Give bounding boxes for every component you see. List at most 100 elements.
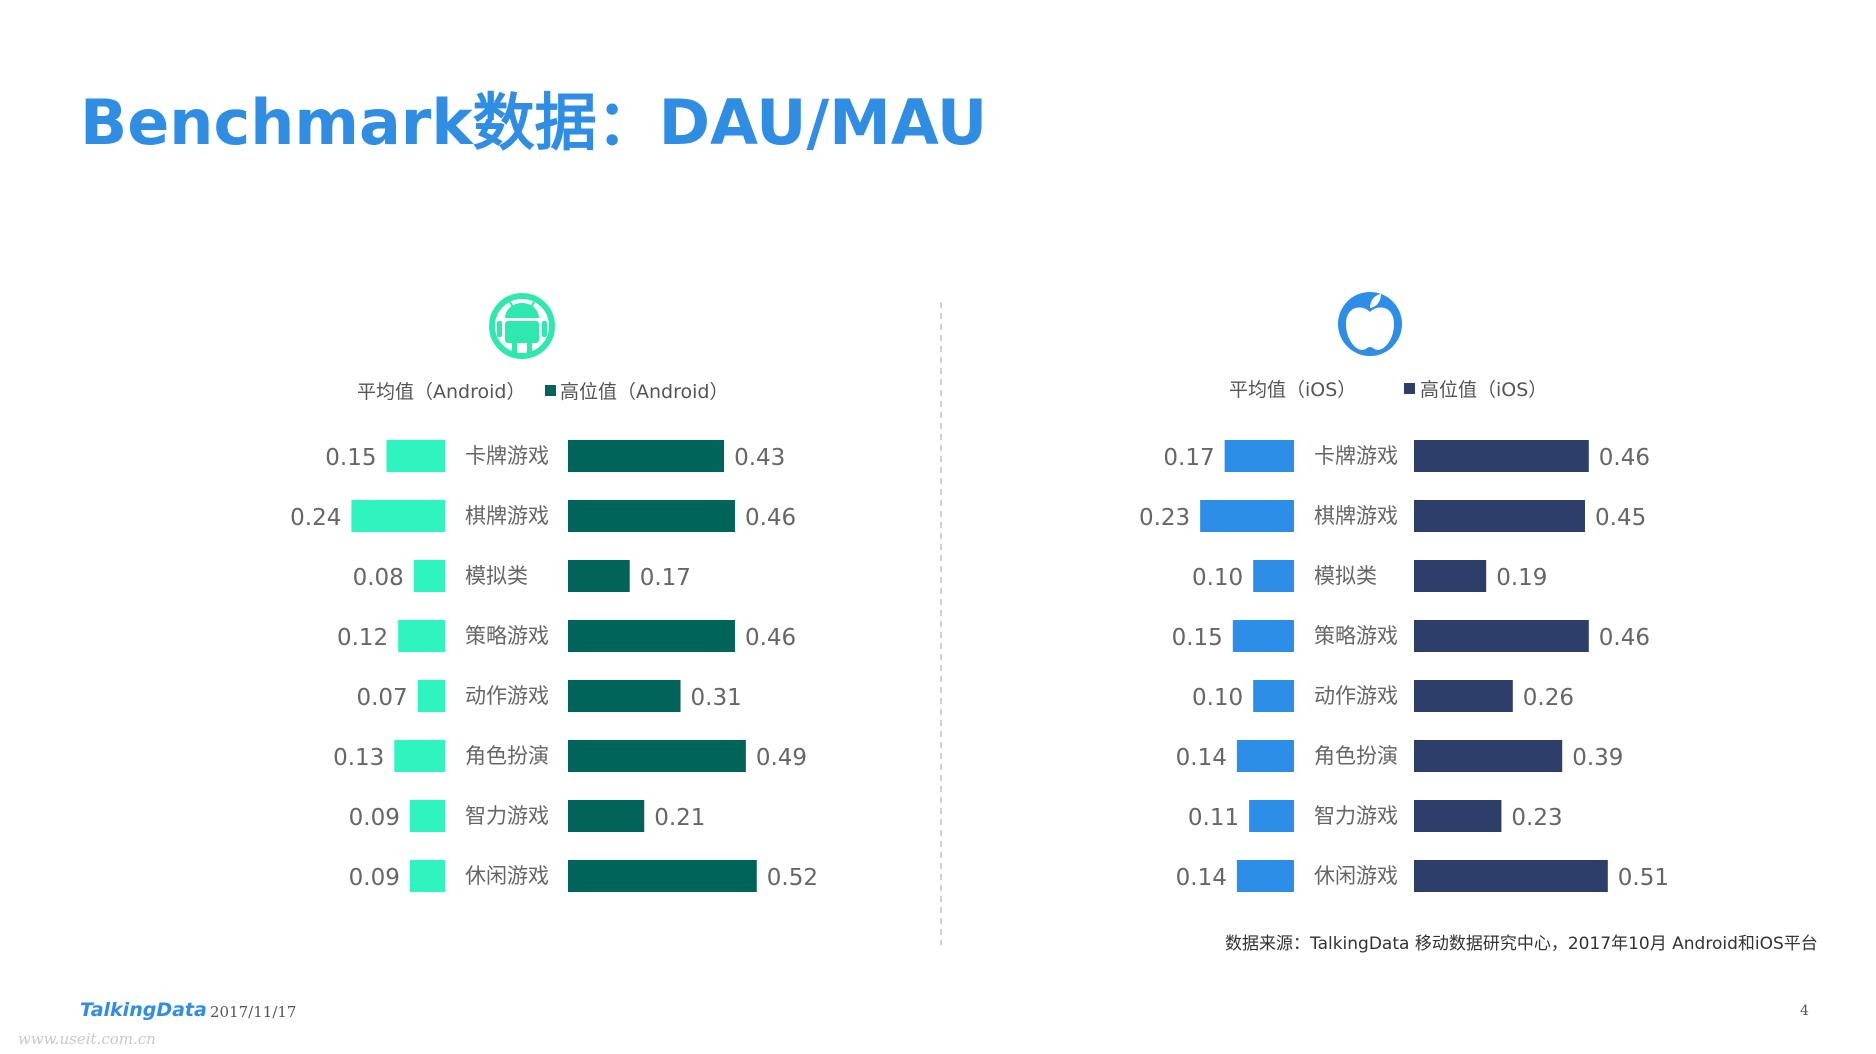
android-icon-ring [489,293,555,359]
avg-value-label: 0.15 [325,445,376,471]
category-label: 角色扮演 [1314,744,1398,768]
avg-value-label: 0.12 [337,625,388,651]
high-value-label: 0.17 [640,565,691,591]
android-high-bar [568,740,746,772]
avg-value-label: 0.14 [1176,865,1227,891]
android-avg-bar [413,560,445,592]
high-value-label: 0.45 [1595,505,1646,531]
high-value-label: 0.52 [767,865,818,891]
category-label: 动作游戏 [1314,684,1398,708]
footer-logo: TalkingData [80,999,207,1021]
category-label: 角色扮演 [465,744,549,768]
legend-swatch-high [1404,383,1415,394]
category-label: 智力游戏 [465,804,549,828]
avg-value-label: 0.13 [333,745,384,771]
android-avg-bar [417,680,445,712]
watermark: www.useit.com.cn [18,1030,156,1048]
category-label: 智力游戏 [1314,804,1398,828]
high-value-label: 0.23 [1511,805,1562,831]
high-value-label: 0.46 [745,625,796,651]
ios-avg-bar [1200,500,1294,532]
android-icon-arm-left [497,321,502,337]
avg-value-label: 0.17 [1163,445,1214,471]
android-icon-antenna-right [529,301,535,310]
high-value-label: 0.49 [756,745,807,771]
android-avg-bar [394,740,445,772]
avg-value-label: 0.10 [1192,685,1243,711]
ios-high-bar [1414,500,1585,532]
apple-icon-body [1346,307,1394,350]
ios-high-bar [1414,620,1589,652]
legend-label-avg: 平均值（Android） [357,381,525,403]
ios-avg-bar [1224,440,1294,472]
ios-avg-bar [1236,740,1294,772]
ios-high-bar [1414,800,1502,832]
android-avg-bar [398,620,445,652]
footer-date: 2017/11/17 [210,1003,297,1021]
category-label: 动作游戏 [465,684,549,708]
ios-avg-bar [1249,800,1294,832]
avg-value-label: 0.10 [1192,565,1243,591]
avg-value-label: 0.09 [349,865,400,891]
ios-bar-chart: 平均值（iOS） 高位值（iOS） 0.17 卡牌游戏 0.46 0.23 棋牌游戏 0.45… [1139,379,1669,892]
apple-icon-leaf [1370,294,1381,308]
category-label: 策略游戏 [465,624,549,648]
legend-swatch-high [545,385,556,396]
category-label: 卡牌游戏 [465,444,549,468]
source-note: 数据来源：TalkingData 移动数据研究中心，2017年10月 Andro… [1225,934,1818,954]
high-value-label: 0.31 [691,685,742,711]
android-icon-leg-right [527,342,532,356]
legend-label-high: 高位值（Android） [560,381,728,403]
page-title: Benchmark数据：DAU/MAU [80,86,988,159]
android-icon-body [505,321,539,343]
category-label: 模拟类 [1314,564,1377,588]
ios-avg-bar [1236,860,1294,892]
high-value-label: 0.26 [1523,685,1574,711]
avg-value-label: 0.14 [1176,745,1227,771]
category-label: 休闲游戏 [1314,864,1398,888]
avg-value-label: 0.08 [353,565,404,591]
category-label: 棋牌游戏 [1314,504,1398,528]
android-high-bar [568,680,681,712]
high-value-label: 0.46 [1599,625,1650,651]
category-label: 策略游戏 [1314,624,1398,648]
ios-avg-bar [1232,620,1294,652]
avg-value-label: 0.15 [1172,625,1223,651]
android-bar-chart: 平均值（Android） 高位值（Android） 0.15 卡牌游戏 0.43 0.24… [290,381,818,892]
ios-high-bar [1414,860,1608,892]
avg-value-label: 0.23 [1139,505,1190,531]
high-value-label: 0.46 [1599,445,1650,471]
high-value-label: 0.39 [1572,745,1623,771]
category-label: 休闲游戏 [465,864,549,888]
ios-legend: 平均值（iOS） 高位值（iOS） [1229,379,1547,401]
high-value-label: 0.51 [1618,865,1669,891]
page-number: 4 [1800,1003,1809,1019]
category-label: 棋牌游戏 [465,504,549,528]
android-high-bar [568,500,735,532]
avg-value-label: 0.09 [349,805,400,831]
android-high-bar [568,620,735,652]
ios-avg-bar [1253,560,1294,592]
android-legend: 平均值（Android） 高位值（Android） [357,381,728,403]
android-high-bar [568,560,630,592]
android-icon [489,293,555,359]
android-high-bar [568,440,725,472]
ios-avg-bar [1253,680,1294,712]
android-avg-bar [409,860,445,892]
android-avg-bar [351,500,445,532]
legend-label-avg: 平均值（iOS） [1229,379,1356,401]
category-label: 模拟类 [465,564,528,588]
category-label: 卡牌游戏 [1314,444,1398,468]
android-icon-head [505,303,539,318]
android-high-bar [568,800,645,832]
android-icon-leg-left [512,342,517,356]
ios-high-bar [1414,440,1589,472]
ios-high-bar [1414,680,1513,712]
android-avg-bar [386,440,445,472]
avg-value-label: 0.11 [1188,805,1239,831]
ios-high-bar [1414,740,1563,772]
android-high-bar [568,860,757,892]
avg-value-label: 0.24 [290,505,341,531]
high-value-label: 0.46 [745,505,796,531]
